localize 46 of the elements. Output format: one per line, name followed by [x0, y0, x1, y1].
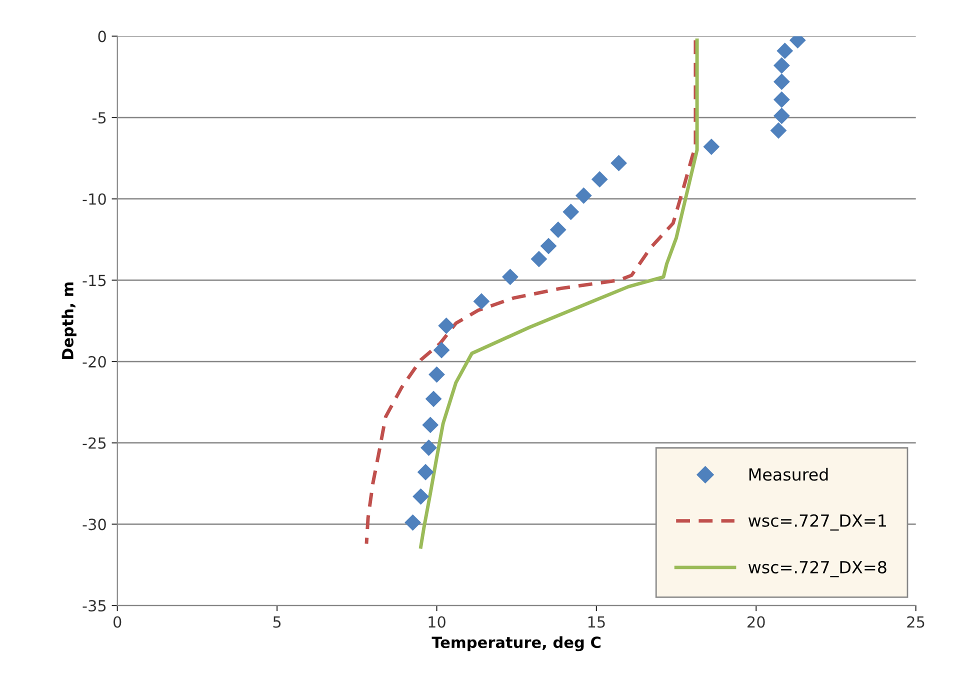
point	[550, 222, 566, 238]
x-axis-title: Temperature, deg C	[432, 636, 601, 652]
point	[773, 74, 790, 90]
point	[610, 154, 628, 172]
y-axis-title: Depth, m	[62, 282, 76, 360]
legend-label: wsc=.727_DX=1	[748, 514, 886, 531]
point	[420, 440, 437, 456]
point	[703, 138, 720, 156]
point	[428, 366, 445, 383]
y-tick-label: -35	[82, 600, 106, 612]
line-series	[364, 38, 698, 546]
point	[575, 187, 592, 204]
x-tick-label: 15	[588, 616, 605, 628]
y-tick-label: 0	[98, 30, 106, 42]
y-tick-label: -5	[92, 112, 106, 124]
x-tick-label: 0	[114, 616, 122, 628]
point	[773, 91, 790, 108]
y-tick-label: -20	[82, 356, 106, 368]
point	[773, 57, 790, 74]
y-tick-label: -30	[82, 518, 106, 530]
point	[404, 514, 422, 531]
point	[776, 42, 794, 60]
point	[540, 238, 557, 254]
point	[770, 122, 787, 139]
x-tick-label: 10	[428, 616, 446, 628]
point	[433, 342, 450, 358]
x-tick-label: 25	[907, 616, 924, 628]
point	[425, 390, 442, 408]
point	[473, 293, 490, 310]
point	[438, 318, 455, 334]
point	[417, 464, 434, 480]
point	[412, 488, 429, 505]
legend-label: Measured	[749, 468, 828, 481]
y-tick-label: -10	[82, 193, 106, 205]
point	[530, 250, 548, 268]
x-tick-label: 5	[273, 616, 281, 628]
line-series	[419, 38, 699, 549]
point	[591, 171, 608, 188]
x-tick-label: 20	[748, 616, 765, 628]
point	[562, 204, 580, 220]
point	[502, 268, 518, 286]
legend-label: wsc=.727_DX=8	[748, 560, 886, 578]
y-tick-label: -15	[82, 274, 106, 286]
point	[773, 108, 790, 124]
point	[422, 416, 439, 434]
y-tick-label: -25	[82, 437, 106, 449]
